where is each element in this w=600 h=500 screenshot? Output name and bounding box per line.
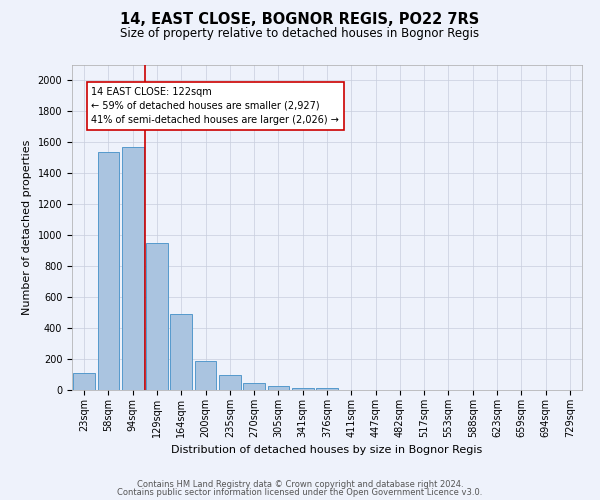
Bar	[194, 360, 217, 390]
Bar	[170, 314, 192, 390]
X-axis label: Distribution of detached houses by size in Bognor Regis: Distribution of detached houses by size …	[172, 446, 482, 456]
Bar	[292, 388, 314, 390]
Text: Contains HM Land Registry data © Crown copyright and database right 2024.: Contains HM Land Registry data © Crown c…	[137, 480, 463, 489]
Bar	[268, 386, 289, 390]
Bar	[243, 383, 265, 390]
Bar	[316, 388, 338, 390]
Text: Contains public sector information licensed under the Open Government Licence v3: Contains public sector information licen…	[118, 488, 482, 497]
Y-axis label: Number of detached properties: Number of detached properties	[22, 140, 32, 315]
Bar	[219, 374, 241, 390]
Bar	[97, 152, 119, 390]
Text: Size of property relative to detached houses in Bognor Regis: Size of property relative to detached ho…	[121, 28, 479, 40]
Bar	[146, 243, 168, 390]
Bar	[73, 373, 95, 390]
Bar	[122, 147, 143, 390]
Text: 14 EAST CLOSE: 122sqm
← 59% of detached houses are smaller (2,927)
41% of semi-d: 14 EAST CLOSE: 122sqm ← 59% of detached …	[91, 86, 340, 124]
Text: 14, EAST CLOSE, BOGNOR REGIS, PO22 7RS: 14, EAST CLOSE, BOGNOR REGIS, PO22 7RS	[121, 12, 479, 28]
